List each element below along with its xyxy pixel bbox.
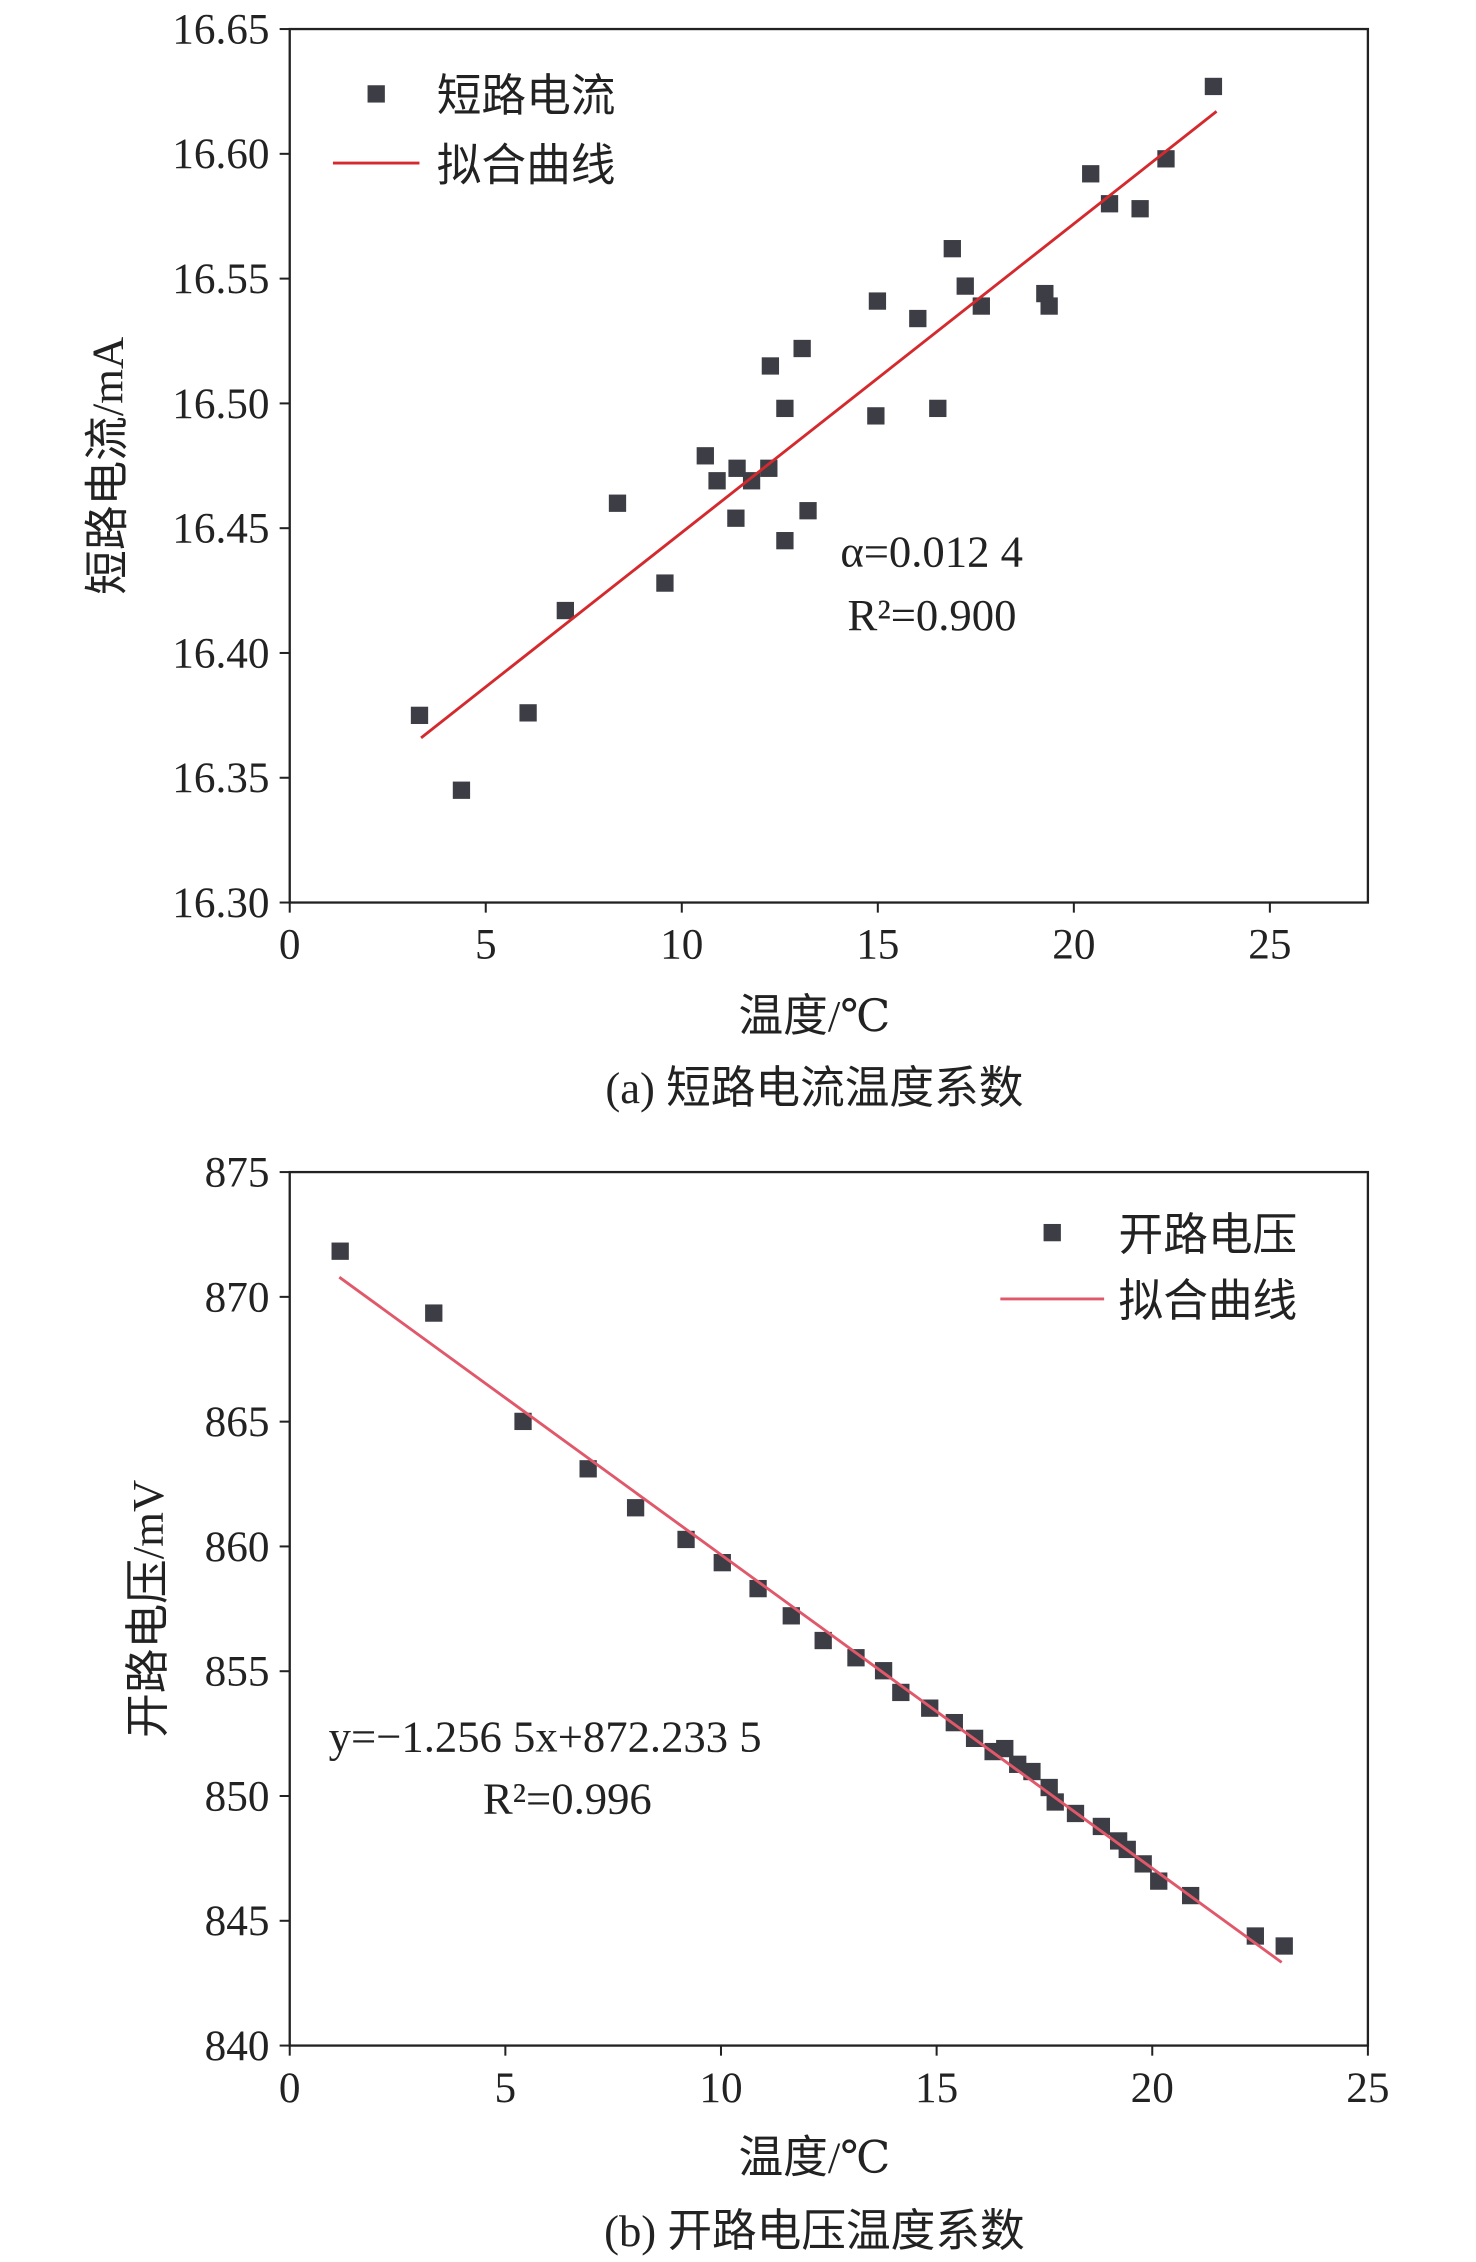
x-tick-label: 0 [279,921,301,969]
legend-marker [1043,1223,1061,1242]
data-point [1275,1937,1293,1955]
y-tick-label: 865 [205,1398,270,1446]
data-point [708,472,726,490]
legend-marker [367,85,385,103]
data-point [761,357,780,375]
annotation: R²=0.996 [483,1774,652,1824]
data-point [514,1412,532,1431]
data-point [452,781,471,799]
data-point [1150,1872,1168,1890]
y-tick-label: 870 [205,1273,270,1321]
y-tick-label: 850 [205,1772,270,1820]
y-tick-label: 845 [205,1897,270,1945]
data-point [996,1739,1014,1758]
data-point [1204,77,1223,96]
x-tick-label: 15 [915,2064,958,2112]
data-point [1082,165,1100,183]
data-point [696,447,714,465]
y-tick-label: 16.30 [172,879,269,927]
data-point [331,1242,349,1260]
y-tick-label: 860 [205,1523,270,1571]
x-tick-label: 25 [1248,921,1291,969]
data-point [608,494,627,512]
data-point [1100,195,1119,213]
x-tick-label: 25 [1346,2064,1389,2112]
y-tick-label: 16.65 [172,5,269,53]
figure-caption: (b) 开路电压温度系数 [604,2206,1025,2256]
y-axis-label: 短路电流/mA [83,337,133,595]
annotation: α=0.012 4 [840,527,1023,577]
legend-label: 短路电流 [437,71,616,121]
data-point [1040,297,1058,315]
x-tick-label: 5 [495,2064,517,2112]
plot-frame [288,27,1370,904]
x-tick-label: 10 [699,2064,742,2112]
y-tick-label: 16.35 [172,754,269,802]
data-point [1046,1793,1064,1811]
y-tick-label: 16.40 [172,629,269,677]
data-point [727,509,745,527]
data-point [425,1304,443,1322]
y-tick-label: 16.50 [172,380,269,428]
x-axis-label: 温度/℃ [739,2132,891,2182]
data-point [626,1499,645,1517]
data-point [799,502,817,520]
data-point [1092,1817,1111,1836]
data-point [814,1631,832,1650]
x-tick-label: 10 [660,921,703,969]
annotation: y=−1.256 5x+872.233 5 [329,1712,762,1762]
x-tick-label: 5 [475,921,497,969]
x-tick-label: 15 [856,921,899,969]
x-tick-label: 20 [1052,921,1095,969]
y-tick-label: 16.55 [172,255,269,303]
data-point [742,472,761,490]
data-point [579,1460,597,1478]
data-point [867,407,885,425]
data-point [782,1607,800,1625]
data-point [760,459,778,477]
annotation: R²=0.900 [848,590,1017,640]
y-tick-label: 16.45 [172,505,269,553]
data-point [868,292,887,310]
data-point [793,339,811,358]
data-point [728,459,746,477]
data-point [956,277,974,295]
y-axis-label: 开路电压/mV [123,1480,173,1738]
fit-line [420,110,1218,739]
data-point [677,1530,695,1549]
data-point [656,574,674,592]
x-tick-label: 0 [279,2064,301,2112]
chart-a: 0 5 10 15 20 25 16.30 16.35 16.40 16.45 16.50 16.55… [83,5,1370,1113]
plot-frame [288,1170,1370,2047]
data-point [1131,200,1149,218]
data-point [847,1649,865,1667]
legend-label: 拟合曲线 [1119,1276,1298,1326]
data-point [776,399,794,418]
y-tick-label: 16.60 [172,130,269,178]
y-tick-label: 840 [205,2022,270,2070]
data-point [929,399,947,418]
legend-label: 开路电压 [1119,1210,1298,1260]
fit-line [338,1276,1283,1964]
x-tick-label: 20 [1131,2064,1174,2112]
y-tick-label: 855 [205,1648,270,1696]
data-point [410,706,429,725]
data-point [556,601,574,620]
figure-caption: (a) 短路电流温度系数 [605,1063,1023,1113]
x-axis-label: 温度/℃ [739,991,891,1041]
y-tick-label: 875 [205,1148,270,1196]
data-point [1023,1762,1041,1781]
legend-label: 拟合曲线 [437,140,616,190]
data-point [776,532,794,550]
data-point [519,704,537,722]
data-point [909,309,927,328]
chart-b: 0 5 10 15 20 25 840 845 850 855 860 865 870 875 开路电压/m… [123,1148,1390,2255]
data-point [943,240,961,258]
